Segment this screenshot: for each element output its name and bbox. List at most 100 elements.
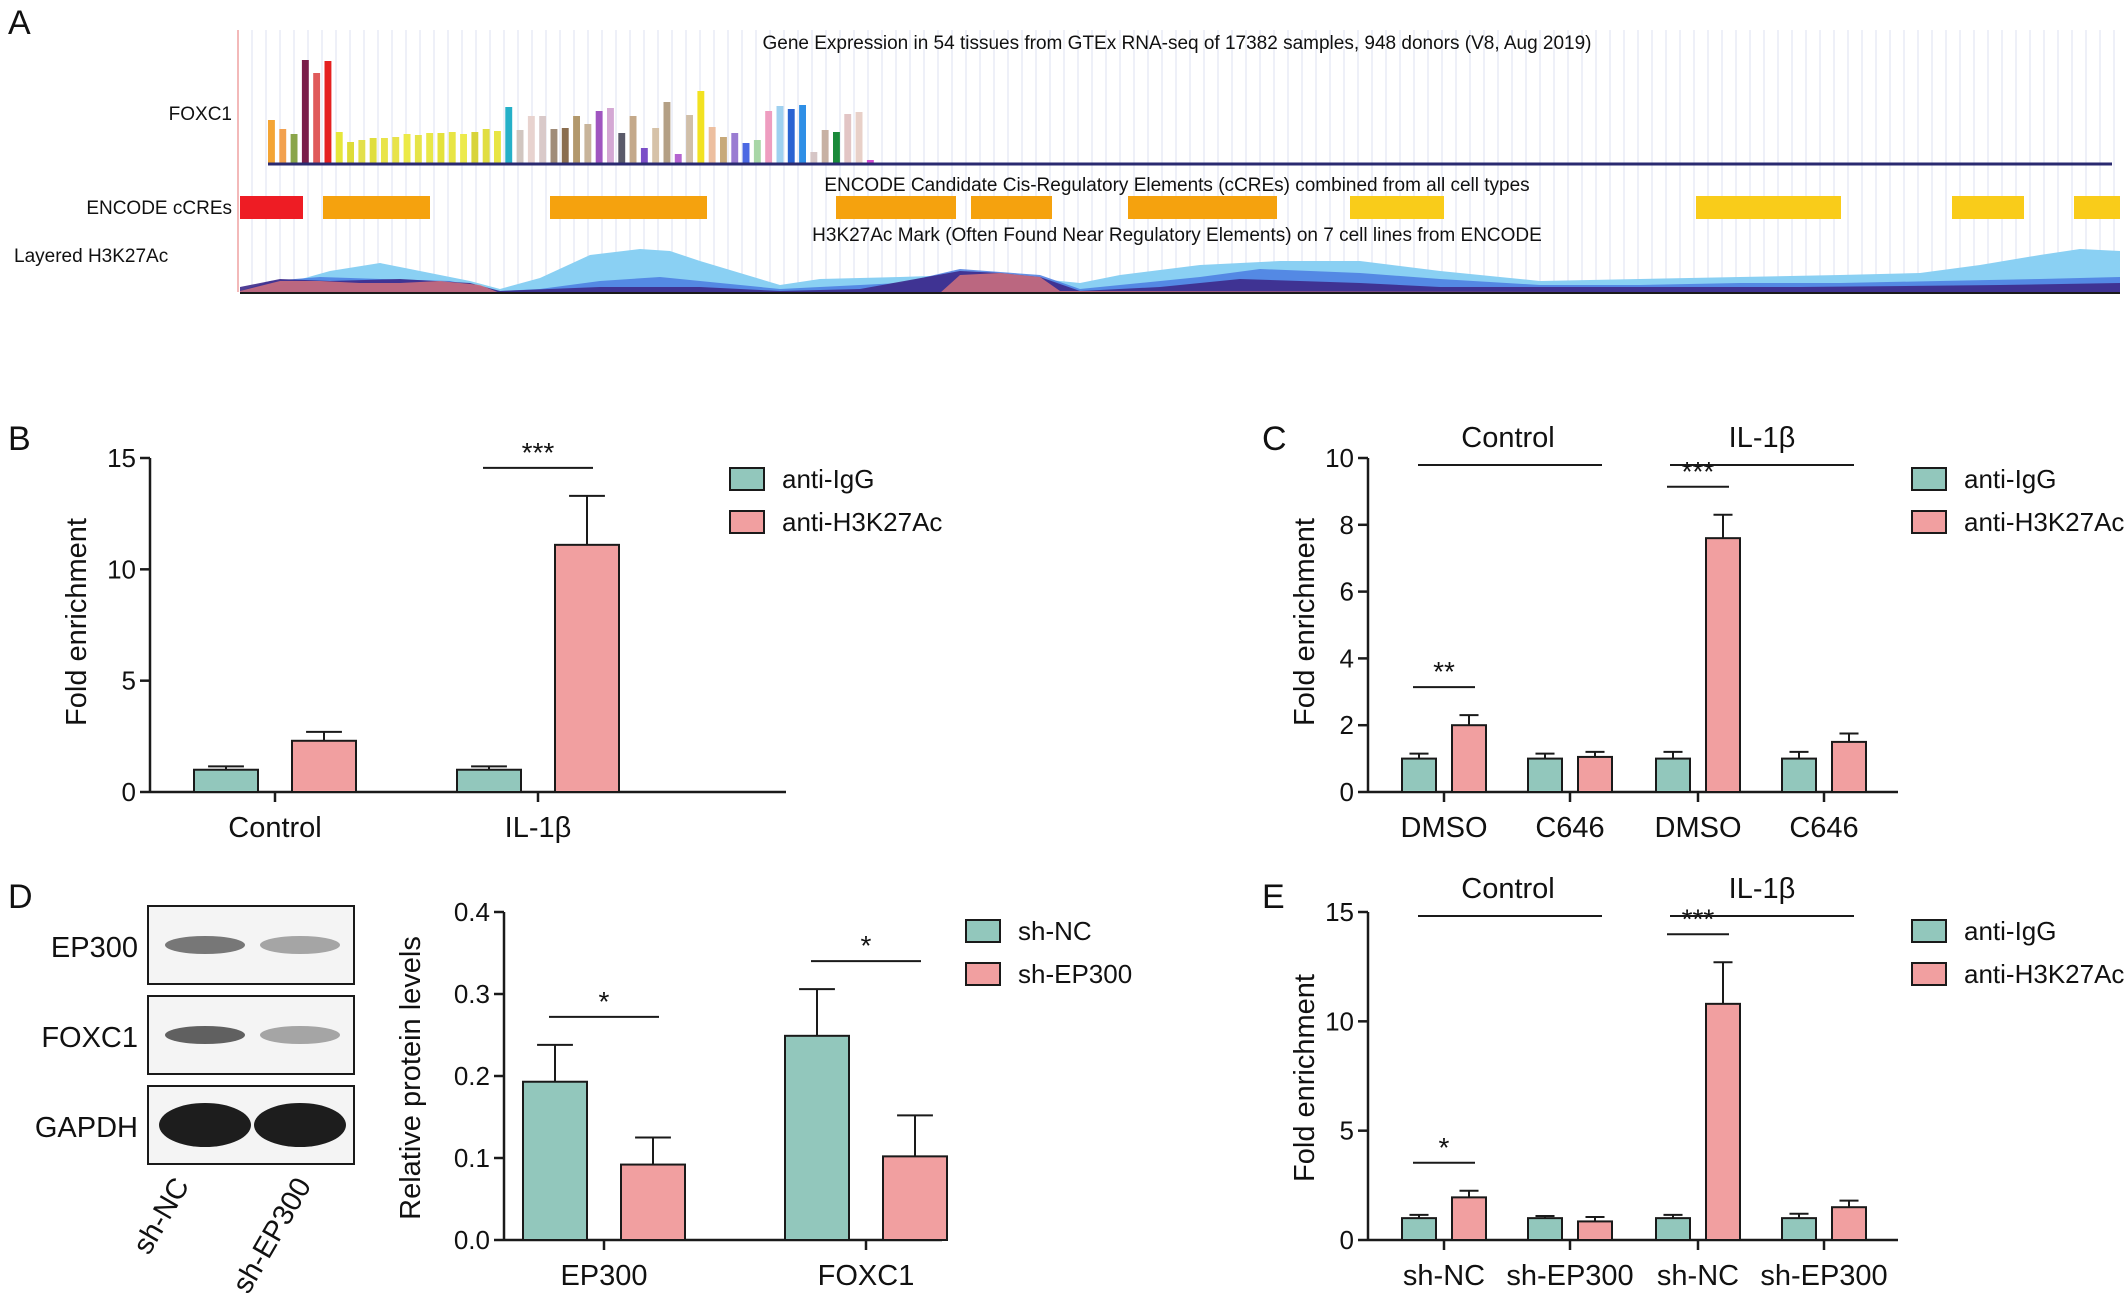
expression-bar (335, 132, 343, 164)
h3k27ac-layer (240, 271, 2120, 293)
y-tick-label: 0 (122, 777, 136, 807)
expression-bar (313, 73, 321, 164)
expression-bar (686, 115, 693, 164)
expression-bar (765, 111, 773, 164)
legend-label-anti-igg: anti-IgG (1964, 916, 2057, 946)
expression-bar (290, 134, 298, 164)
expression-bar (279, 129, 287, 164)
bar-anti-h3k27ac (1451, 724, 1487, 794)
bar-anti-h3k27ac (554, 543, 620, 794)
panel-c-y-axis-label: Fold enrichment (1289, 518, 1321, 726)
legend-label-sh-nc: sh-NC (1018, 916, 1092, 946)
y-tick-label: 10 (1325, 1006, 1354, 1036)
bar-anti-h3k27ac (1577, 755, 1613, 793)
expression-bar (494, 131, 501, 164)
western-blot: EP300 FOXC1 GAPDH sh-NC sh-EP300 (35, 905, 355, 1299)
bar-anti-igg (1401, 1217, 1437, 1241)
legend-swatch-sh-nc (965, 919, 1001, 943)
expression-bar (821, 130, 829, 164)
bar-anti-igg (1527, 757, 1563, 793)
legend-swatch-anti-igg (729, 467, 765, 491)
h3k27ac-track-title: H3K27Ac Mark (Often Found Near Regulator… (812, 225, 1542, 246)
expression-bar (437, 133, 445, 164)
x-tick-label: sh-NC (1403, 1260, 1485, 1292)
panel-d-y-axis-label: Relative protein levels (395, 936, 427, 1220)
y-tick-label: 2 (1340, 710, 1354, 740)
expression-bar (629, 116, 637, 164)
legend-swatch-anti-igg (1911, 467, 1947, 491)
x-tick-label: EP300 (560, 1260, 647, 1292)
bar-anti-igg (193, 768, 259, 794)
blot-row-label-ep300: EP300 (51, 932, 138, 964)
ccre-element (1128, 196, 1277, 219)
expression-bar (426, 133, 434, 164)
expression-bar (369, 138, 377, 164)
h3k27ac-layer (240, 273, 2120, 293)
y-tick-label: 0.3 (454, 979, 490, 1009)
x-tick-label: DMSO (1401, 812, 1488, 844)
expression-bar (584, 124, 592, 164)
expression-bar (799, 105, 806, 164)
x-tick-label: sh-EP300 (1760, 1260, 1887, 1292)
x-tick-label: sh-EP300 (1506, 1260, 1633, 1292)
bar-sh-ep300 (882, 1155, 948, 1241)
expression-bar (663, 102, 671, 164)
y-tick-label: 0.0 (454, 1225, 490, 1255)
expression-bar (787, 109, 795, 164)
expression-bar (550, 129, 558, 164)
expression-bar (324, 61, 332, 164)
y-tick-label: 0.4 (454, 897, 490, 927)
panel-label-d: D (8, 878, 33, 916)
significance-marker: *** (1682, 456, 1715, 487)
bar-sh-nc (784, 1034, 850, 1241)
bar-anti-h3k27ac (1831, 1206, 1867, 1241)
legend-label-sh-ep300: sh-EP300 (1018, 959, 1132, 989)
ccre-track-label: ENCODE cCREs (86, 198, 232, 219)
y-tick-label: 5 (1340, 1116, 1354, 1146)
bar-anti-h3k27ac (1705, 1002, 1741, 1242)
blot-band (260, 1026, 340, 1044)
x-tick-label: C646 (1789, 812, 1858, 844)
legend-swatch-anti-h3k27ac (729, 510, 765, 534)
panel-a-genome-browser: A Gene Expression in 54 tissues from GTE… (8, 4, 2120, 294)
legend-swatch-sh-ep300 (965, 962, 1001, 986)
expression-bar (776, 106, 784, 164)
expression-bar (810, 152, 818, 164)
expression-bar (539, 116, 547, 164)
y-tick-label: 0.2 (454, 1061, 490, 1091)
expression-bar (607, 108, 614, 164)
legend-swatch-anti-h3k27ac (1911, 510, 1947, 534)
expression-bar (358, 140, 366, 164)
bar-anti-igg (1527, 1217, 1563, 1241)
panel-e-chart: E Fold enrichment 0 5 10 15 sh-NC * sh-EP300 sh… (1262, 873, 2124, 1292)
y-tick-label: 0 (1340, 1225, 1354, 1255)
y-tick-label: 10 (107, 554, 136, 584)
expression-bar (844, 114, 852, 164)
panel-e-group-label-il1b: IL-1β (1729, 873, 1796, 905)
panel-e-plot-area: 0 5 10 15 sh-NC * sh-EP300 sh-NC *** sh-EP300 (1325, 897, 1898, 1292)
blot-band (165, 1026, 245, 1044)
ccre-elements (240, 196, 2120, 219)
expression-bar (573, 116, 580, 164)
expression-bar (855, 112, 863, 164)
panel-label-b: B (8, 420, 31, 458)
legend-swatch-anti-h3k27ac (1911, 962, 1947, 986)
expression-bar (347, 142, 354, 164)
legend-label-anti-h3k27ac: anti-H3K27Ac (782, 507, 942, 537)
panel-b-plot-area: 0 5 10 15 Control IL-1β *** (107, 437, 786, 844)
expression-bar (742, 143, 750, 164)
panel-label-e: E (1262, 878, 1285, 916)
y-tick-label: 15 (1325, 897, 1354, 927)
expression-bar (640, 148, 648, 164)
ccre-element (1350, 196, 1444, 219)
significance-marker: ** (1433, 656, 1455, 687)
legend-label-anti-h3k27ac: anti-H3K27Ac (1964, 959, 2124, 989)
blot-band (159, 1103, 251, 1147)
y-tick-label: 6 (1340, 577, 1354, 607)
x-tick-label: DMSO (1655, 812, 1742, 844)
bar-anti-h3k27ac (1705, 537, 1741, 793)
bar-anti-h3k27ac (1831, 740, 1867, 794)
legend-label-anti-h3k27ac: anti-H3K27Ac (1964, 507, 2124, 537)
